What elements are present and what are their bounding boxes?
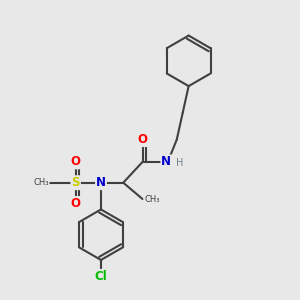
Text: Cl: Cl [94, 270, 107, 283]
Text: O: O [71, 155, 81, 168]
Text: S: S [71, 176, 80, 189]
Text: N: N [161, 155, 171, 168]
Text: O: O [71, 197, 81, 210]
Text: O: O [138, 133, 148, 146]
Text: H: H [176, 158, 183, 168]
Text: N: N [96, 176, 106, 189]
Text: CH₃: CH₃ [144, 194, 160, 203]
Text: CH₃: CH₃ [33, 178, 49, 187]
